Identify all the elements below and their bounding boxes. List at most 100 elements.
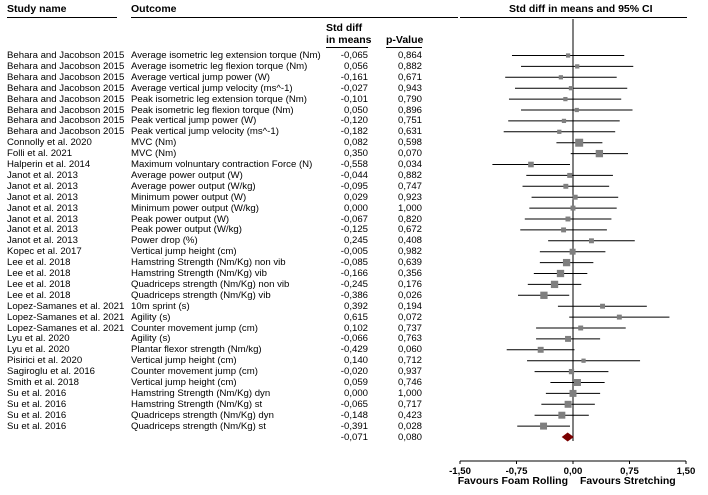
study-name: Janot et al. 2013 bbox=[7, 224, 78, 236]
p-value: 0,864 bbox=[397, 50, 422, 61]
p-value: 0,943 bbox=[397, 82, 422, 94]
outcome-label: Vertical jump height (cm) bbox=[131, 355, 237, 367]
std-diff-value: -0,429 bbox=[340, 344, 368, 356]
header-ci-title: Std diff in means and 95% CI bbox=[509, 3, 653, 15]
study-name: Su et al. 2016 bbox=[7, 409, 67, 421]
p-value: 0,751 bbox=[397, 115, 422, 127]
p-value: 0,896 bbox=[397, 104, 422, 116]
p-value: 0,712 bbox=[397, 355, 422, 367]
study-name: Lyu et al. 2020 bbox=[7, 344, 70, 356]
effect-square bbox=[568, 368, 575, 375]
outcome-label: Minimum power output (W/kg) bbox=[131, 202, 259, 214]
p-value: 0,060 bbox=[397, 344, 422, 356]
header-std-diff-line1: Std diff bbox=[326, 22, 363, 34]
effect-square bbox=[557, 129, 562, 134]
effect-square bbox=[575, 64, 580, 69]
effect-square bbox=[558, 75, 563, 80]
x-tick-label: 1,50 bbox=[677, 466, 696, 477]
effect-square bbox=[540, 422, 548, 430]
std-diff-value: -0,161 bbox=[340, 71, 368, 83]
std-diff-value: 0,050 bbox=[343, 104, 368, 116]
summary-p-value: 0,080 bbox=[397, 431, 422, 443]
p-value: 0,423 bbox=[397, 409, 422, 421]
study-name: Behara and Jacobson 2015 bbox=[7, 82, 125, 94]
std-diff-value: -0,558 bbox=[340, 159, 368, 170]
effect-square bbox=[561, 118, 567, 124]
std-diff-value: -0,020 bbox=[340, 366, 368, 378]
effect-square bbox=[574, 107, 579, 113]
p-value: 0,034 bbox=[397, 159, 422, 170]
std-diff-value: 0,029 bbox=[343, 191, 368, 203]
study-name: Lee et al. 2018 bbox=[7, 278, 71, 290]
study-name: Janot et al. 2013 bbox=[7, 213, 78, 225]
study-name: Janot et al. 2013 bbox=[7, 235, 78, 247]
p-value: 0,072 bbox=[397, 311, 422, 323]
effect-square bbox=[569, 248, 576, 255]
outcome-label: Quadriceps strength (Nm/Kg) dyn bbox=[131, 409, 274, 421]
outcome-label: Hamstring Strength (Nm/Kg) dyn bbox=[131, 387, 271, 399]
std-diff-value: -0,182 bbox=[340, 126, 368, 138]
std-diff-value: 0,000 bbox=[343, 202, 368, 214]
effect-square bbox=[578, 325, 584, 331]
summary-std-diff-value: -0,071 bbox=[340, 431, 368, 443]
effect-square bbox=[558, 411, 566, 419]
p-value: 0,923 bbox=[397, 191, 422, 203]
std-diff-value: -0,085 bbox=[340, 257, 368, 269]
effect-square bbox=[540, 291, 548, 299]
header-rule-study bbox=[7, 17, 117, 18]
effect-square bbox=[588, 238, 594, 244]
effect-square bbox=[562, 258, 571, 267]
x-tick-label: -0,75 bbox=[506, 466, 529, 477]
p-value: 0,408 bbox=[397, 235, 422, 247]
outcome-label: Peak vertical jump velocity (ms^-1) bbox=[131, 126, 279, 138]
std-diff-value: -0,067 bbox=[340, 213, 368, 225]
outcome-label: Peak isometric leg extension torque (Nm) bbox=[131, 93, 307, 105]
outcome-label: Average vertical jump power (W) bbox=[131, 71, 270, 83]
study-name: Behara and Jacobson 2015 bbox=[7, 93, 125, 105]
study-name: Janot et al. 2013 bbox=[7, 191, 78, 203]
p-value: 0,671 bbox=[397, 71, 422, 83]
study-name: Pisirici et al. 2020 bbox=[7, 355, 83, 367]
p-value: 0,631 bbox=[397, 126, 422, 138]
std-diff-value: 0,056 bbox=[343, 60, 368, 72]
std-diff-value: -0,245 bbox=[340, 278, 368, 290]
header-rule-ci bbox=[460, 17, 687, 18]
effect-square bbox=[565, 53, 571, 58]
study-name: Halperin et al. 2014 bbox=[7, 159, 91, 170]
p-value: 0,882 bbox=[397, 169, 422, 181]
std-diff-value: 0,082 bbox=[343, 137, 368, 149]
x-label-favours-foam-rolling: Favours Foam Rolling bbox=[458, 475, 568, 487]
effect-square bbox=[528, 161, 534, 168]
outcome-label: Vertical jump height (cm) bbox=[131, 246, 237, 258]
study-name: Lee et al. 2018 bbox=[7, 257, 71, 269]
outcome-label: MVC (Nm) bbox=[131, 137, 177, 149]
std-diff-value: -0,044 bbox=[340, 169, 368, 181]
std-diff-value: 0,102 bbox=[343, 322, 368, 334]
effect-square bbox=[563, 183, 569, 189]
effect-square bbox=[581, 358, 586, 363]
header-outcome: Outcome bbox=[131, 3, 177, 15]
outcome-label: Peak power output (W) bbox=[131, 213, 230, 225]
x-label-favours-stretching: Favours Stretching bbox=[580, 475, 676, 487]
effect-square bbox=[563, 96, 568, 102]
std-diff-value: -0,101 bbox=[340, 93, 368, 105]
study-name: Behara and Jacobson 2015 bbox=[7, 71, 125, 83]
p-value: 0,747 bbox=[397, 180, 422, 192]
header-std-diff-line2: in means bbox=[326, 34, 372, 46]
p-value: 0,737 bbox=[397, 322, 422, 334]
study-name: Kopec et al. 2017 bbox=[7, 246, 82, 258]
study-name: Smith et al. 2018 bbox=[7, 377, 79, 388]
outcome-label: Average isometric leg extension torque (… bbox=[131, 50, 321, 61]
header-study-name: Study name bbox=[7, 3, 67, 15]
effect-square bbox=[595, 149, 604, 158]
p-value: 0,937 bbox=[397, 366, 422, 378]
study-name: Janot et al. 2013 bbox=[7, 202, 78, 214]
study-name: Janot et al. 2013 bbox=[7, 169, 78, 181]
outcome-label: Counter movement jump (cm) bbox=[131, 322, 258, 334]
std-diff-value: -0,391 bbox=[340, 420, 368, 432]
std-diff-value: 0,245 bbox=[343, 235, 368, 247]
p-value: 0,717 bbox=[397, 398, 422, 410]
outcome-label: Minimum power output (W) bbox=[131, 191, 247, 203]
